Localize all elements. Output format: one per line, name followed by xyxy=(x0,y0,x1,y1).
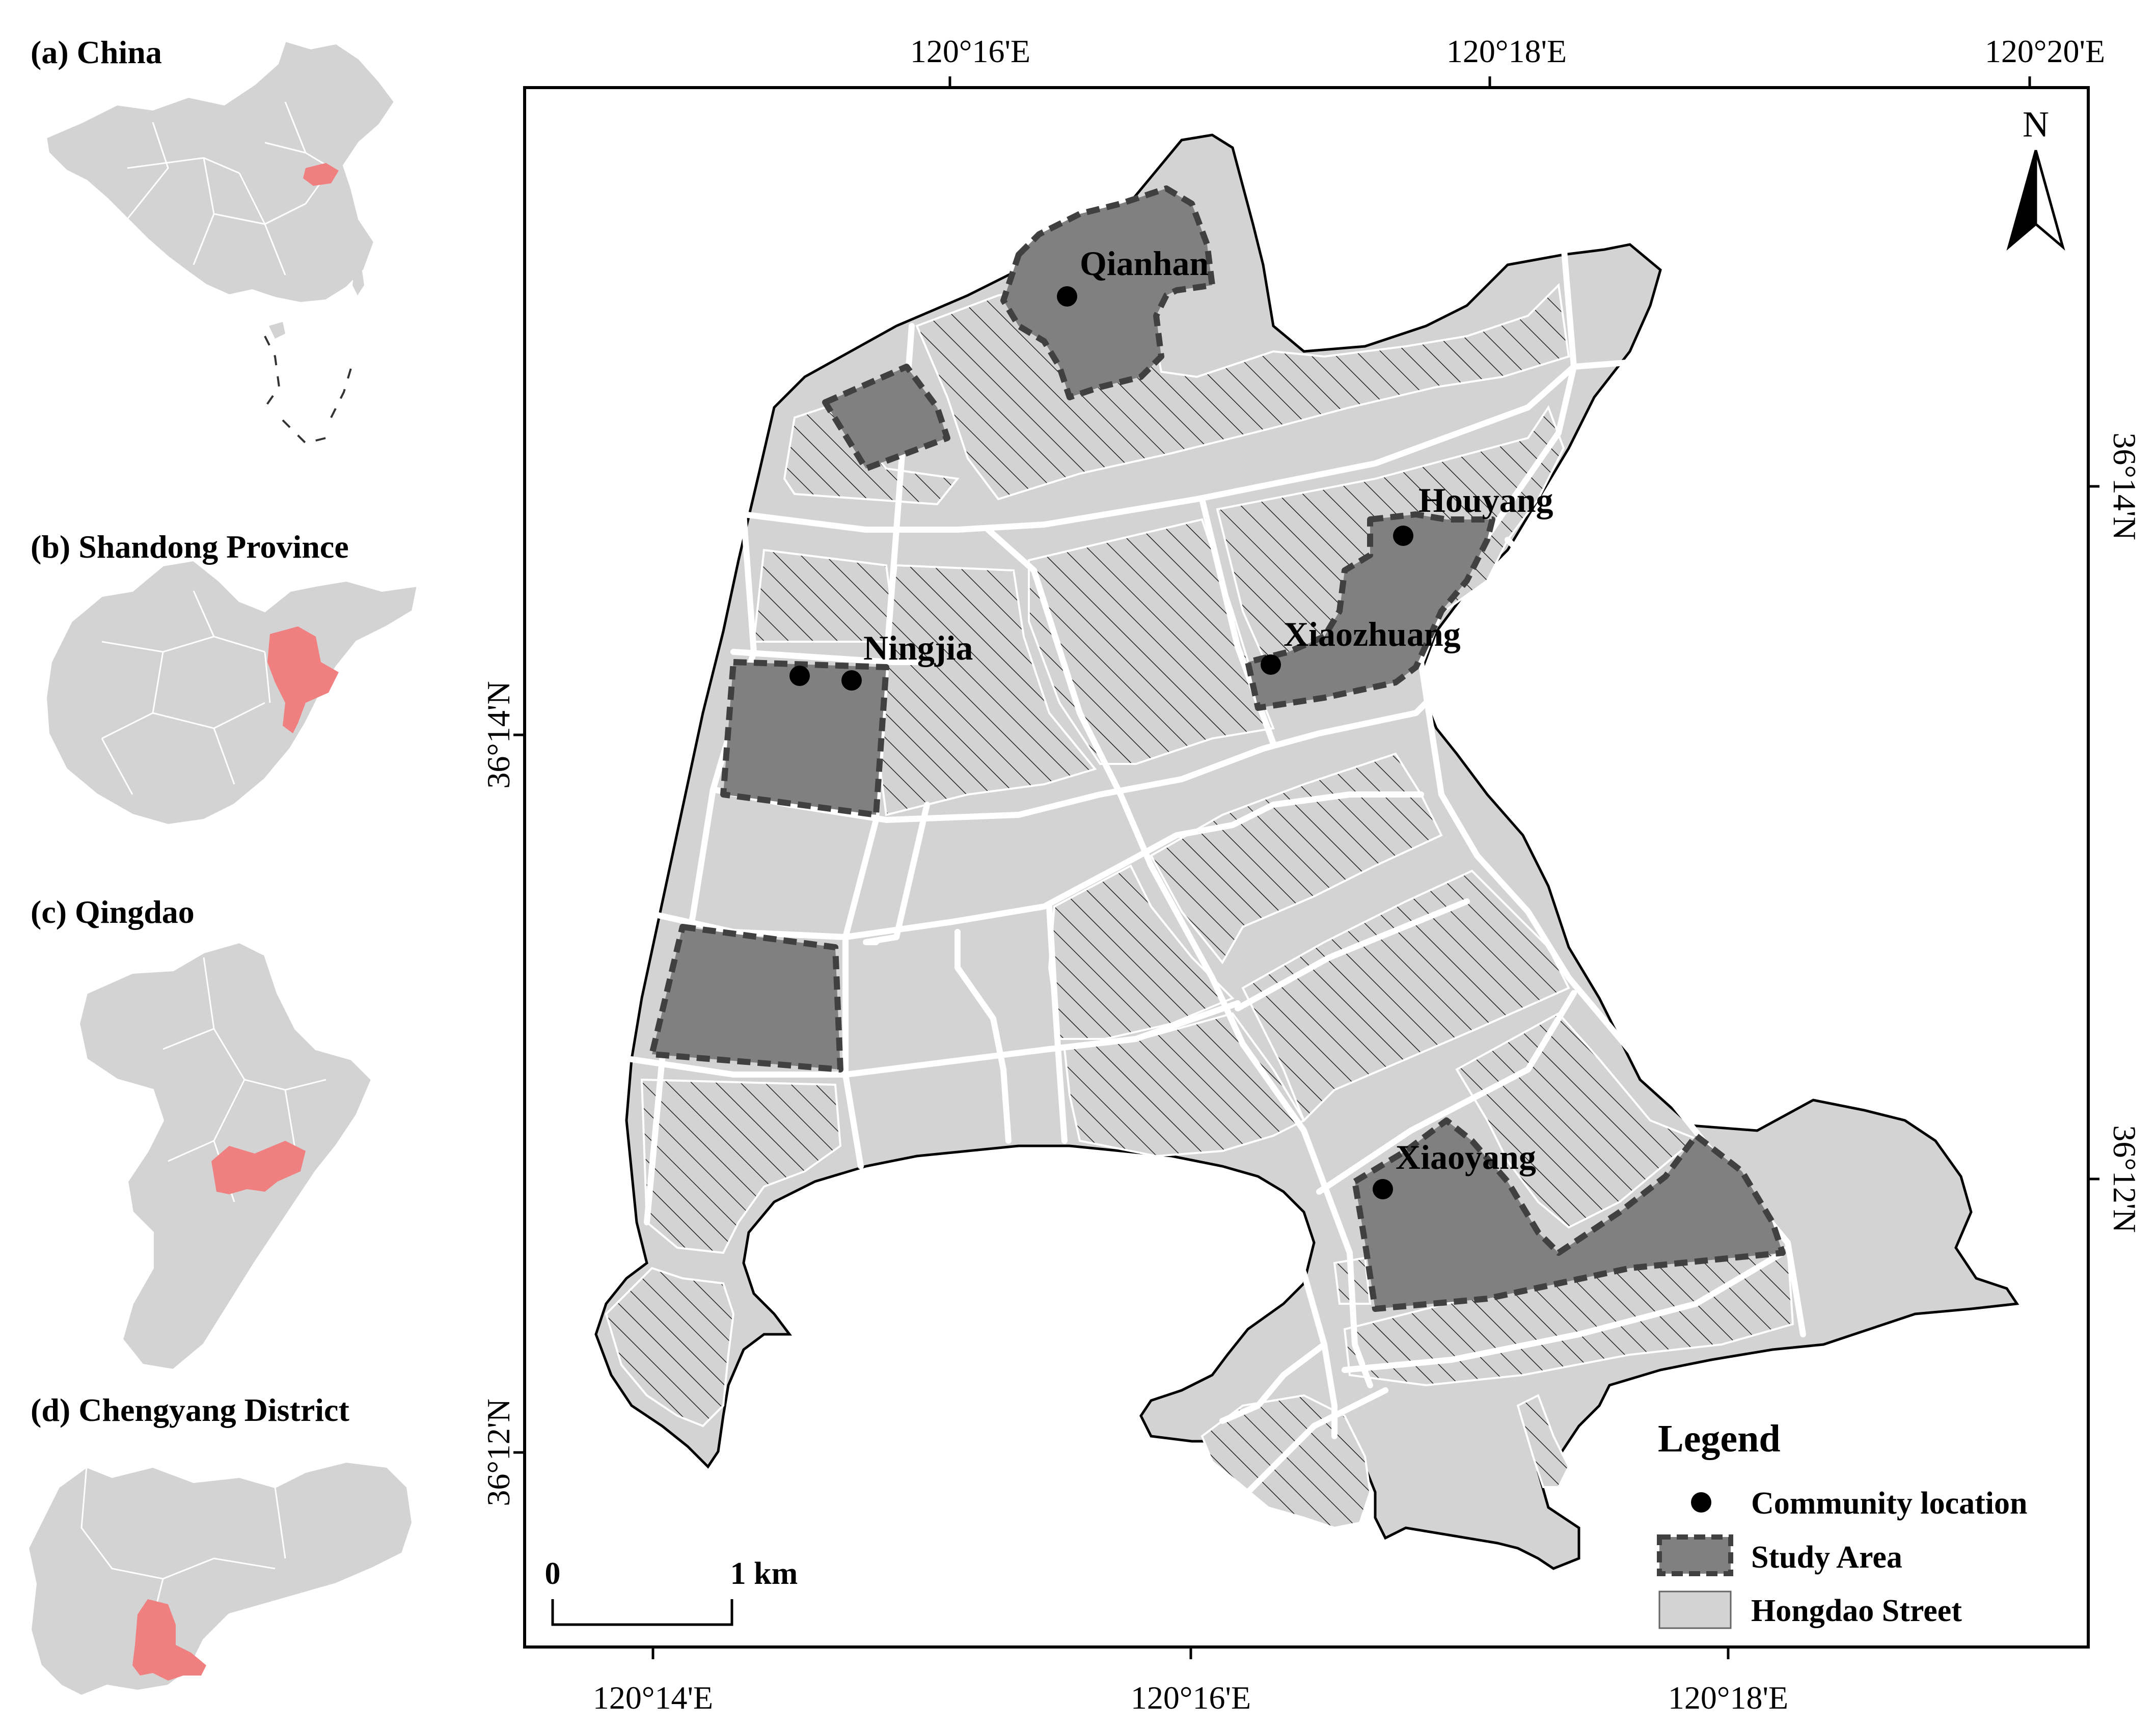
chengyang-highlight-qingdao xyxy=(211,1141,306,1194)
hongdao-swatch xyxy=(1658,1590,1732,1629)
hongdao-highlight-chengyang xyxy=(132,1599,206,1681)
study-area-southwest xyxy=(649,924,843,1073)
lat-label-left-1: 36°14'N xyxy=(480,681,516,788)
community-label-xiaoyang: Xiaoyang xyxy=(1396,1138,1536,1176)
lon-label-bottom-1: 120°14'E xyxy=(593,1680,713,1716)
inset-title-chengyang: (d) Chengyang District xyxy=(31,1392,349,1428)
taiwan-shape xyxy=(352,267,364,295)
lon-label-top-2: 120°18'E xyxy=(1447,33,1567,69)
legend-label-community: Community location xyxy=(1751,1486,2028,1521)
inset-title-china: (a) China xyxy=(31,34,162,70)
community-location-ningjia-2 xyxy=(841,670,862,691)
community-label-houyang: Houyang xyxy=(1418,481,1553,519)
china-province-lines xyxy=(126,101,332,276)
lat-label-left-2: 36°12'N xyxy=(480,1398,516,1506)
legend-label-study-area: Study Area xyxy=(1751,1540,1902,1575)
study-area-xiaoyang xyxy=(1352,1117,1786,1312)
legend: Legend Community location Study Area Hon… xyxy=(1657,1417,2028,1629)
study-area-swatch xyxy=(1657,1534,1733,1576)
lat-label-right-2: 36°12'N xyxy=(2107,1125,2143,1232)
legend-label-hongdao: Hongdao Street xyxy=(1751,1594,1962,1628)
community-label-ningjia: Ningjia xyxy=(863,628,973,667)
north-label: N xyxy=(2023,104,2049,145)
scale-bar: 0 1 km xyxy=(545,1556,798,1626)
scale-label-end: 1 km xyxy=(730,1556,798,1591)
study-areas xyxy=(649,185,1786,1312)
inset-china: (a) China xyxy=(31,34,396,445)
study-area-northwest xyxy=(822,364,950,472)
china-land-shape xyxy=(44,39,396,305)
shandong-division-lines xyxy=(101,590,271,795)
dot-icon xyxy=(1691,1492,1711,1513)
lon-label-top-3: 120°20'E xyxy=(1985,33,2105,69)
north-arrow-icon: N xyxy=(2006,104,2065,251)
lon-label-bottom-2: 120°16'E xyxy=(1131,1680,1251,1716)
community-label-qianhan: Qianhan xyxy=(1080,244,1209,283)
lon-label-bottom-3: 120°18'E xyxy=(1668,1680,1788,1716)
inset-title-qingdao: (c) Qingdao xyxy=(31,894,195,930)
legend-title: Legend xyxy=(1658,1417,1781,1460)
lat-label-right-1: 36°14'N xyxy=(2107,432,2143,540)
shandong-land-shape xyxy=(44,559,419,827)
inset-shandong: (b) Shandong Province xyxy=(31,529,419,827)
community-markers xyxy=(789,286,1413,1199)
shandong-highlight-china xyxy=(303,163,339,186)
road-network xyxy=(629,241,1806,1516)
community-location-houyang xyxy=(1393,526,1413,546)
community-location-ningjia-1 xyxy=(789,666,810,686)
community-location-xiaoyang xyxy=(1373,1179,1393,1199)
community-location-xiaozhuang xyxy=(1261,654,1281,675)
study-area-houyang-xiaozhuang xyxy=(1245,511,1495,711)
scale-label-start: 0 xyxy=(545,1556,561,1591)
qingdao-division-lines xyxy=(162,957,326,1202)
qingdao-highlight-shandong xyxy=(267,626,339,733)
community-label-xiaozhuang: Xiaozhuang xyxy=(1284,615,1461,653)
study-area-qianhan xyxy=(1000,185,1215,400)
chengyang-land-shape xyxy=(26,1460,414,1697)
hainan-shape xyxy=(269,322,285,339)
main-map: 120°16'E 120°18'E 120°20'E 120°14'E 120°… xyxy=(480,33,2143,1716)
community-location-qianhan xyxy=(1057,286,1077,307)
lon-label-top-1: 120°16'E xyxy=(910,33,1030,69)
scale-line xyxy=(551,1599,733,1626)
map-ticks xyxy=(513,76,2099,1659)
inset-qingdao: (c) Qingdao xyxy=(31,894,373,1371)
nine-dash-line xyxy=(264,336,352,445)
inset-chengyang: (d) Chengyang District xyxy=(26,1392,414,1697)
study-area-ningjia xyxy=(720,659,889,818)
inset-title-shandong: (b) Shandong Province xyxy=(31,529,349,565)
